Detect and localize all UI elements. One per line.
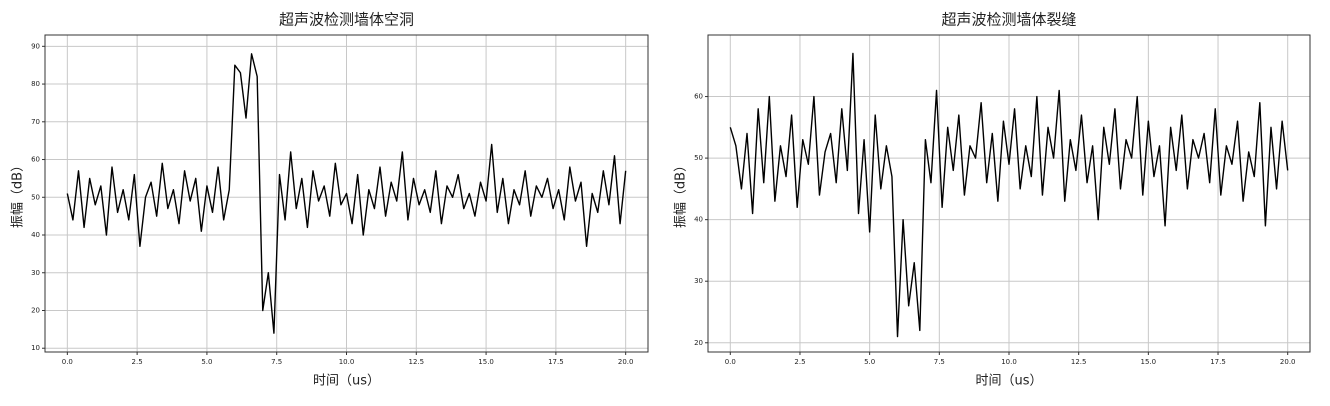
y-tick-label: 60: [31, 156, 40, 164]
x-tick-label: 17.5: [548, 358, 564, 366]
chart-title: 超声波检测墙体空洞: [279, 11, 414, 29]
signal-line: [729, 52, 1289, 338]
y-tick-label: 40: [694, 216, 703, 224]
x-tick-label: 12.5: [1071, 358, 1087, 366]
chart-title: 超声波检测墙体裂缝: [941, 11, 1076, 29]
x-tick-label: 20.0: [1280, 358, 1296, 366]
y-tick-label: 30: [31, 269, 40, 277]
x-axis-label: 时间（us）: [313, 374, 380, 389]
x-tick-label: 0.0: [725, 358, 736, 366]
y-tick-label: 80: [31, 80, 40, 88]
x-tick-label: 7.5: [934, 358, 945, 366]
x-axis-label: 时间（us）: [975, 374, 1042, 389]
x-tick-label: 5.0: [864, 358, 875, 366]
y-tick-label: 20: [694, 339, 703, 347]
y-tick-label: 90: [31, 42, 40, 50]
x-tick-label: 2.5: [132, 358, 143, 366]
x-tick-label: 17.5: [1210, 358, 1226, 366]
x-tick-label: 10.0: [1001, 358, 1017, 366]
x-tick-label: 5.0: [201, 358, 212, 366]
y-axis-label: 振幅（dB）: [11, 159, 26, 228]
y-axis-label: 振幅（dB）: [674, 159, 689, 228]
x-tick-label: 2.5: [794, 358, 805, 366]
x-tick-label: 7.5: [271, 358, 282, 366]
x-tick-label: 0.0: [62, 358, 73, 366]
y-tick-label: 70: [31, 118, 40, 126]
plot-frame: [44, 34, 649, 353]
y-tick-label: 50: [31, 193, 40, 201]
signal-line: [66, 53, 627, 334]
x-tick-label: 15.0: [478, 358, 494, 366]
y-tick-label: 10: [31, 344, 40, 352]
x-tick-label: 10.0: [339, 358, 355, 366]
y-tick-label: 50: [694, 154, 703, 162]
x-tick-label: 20.0: [618, 358, 634, 366]
plot-frame: [707, 34, 1311, 353]
y-tick-label: 20: [31, 306, 40, 314]
x-tick-label: 12.5: [408, 358, 424, 366]
y-tick-label: 40: [31, 231, 40, 239]
y-tick-label: 60: [694, 93, 703, 101]
x-tick-label: 15.0: [1141, 358, 1157, 366]
y-tick-label: 30: [694, 277, 703, 285]
